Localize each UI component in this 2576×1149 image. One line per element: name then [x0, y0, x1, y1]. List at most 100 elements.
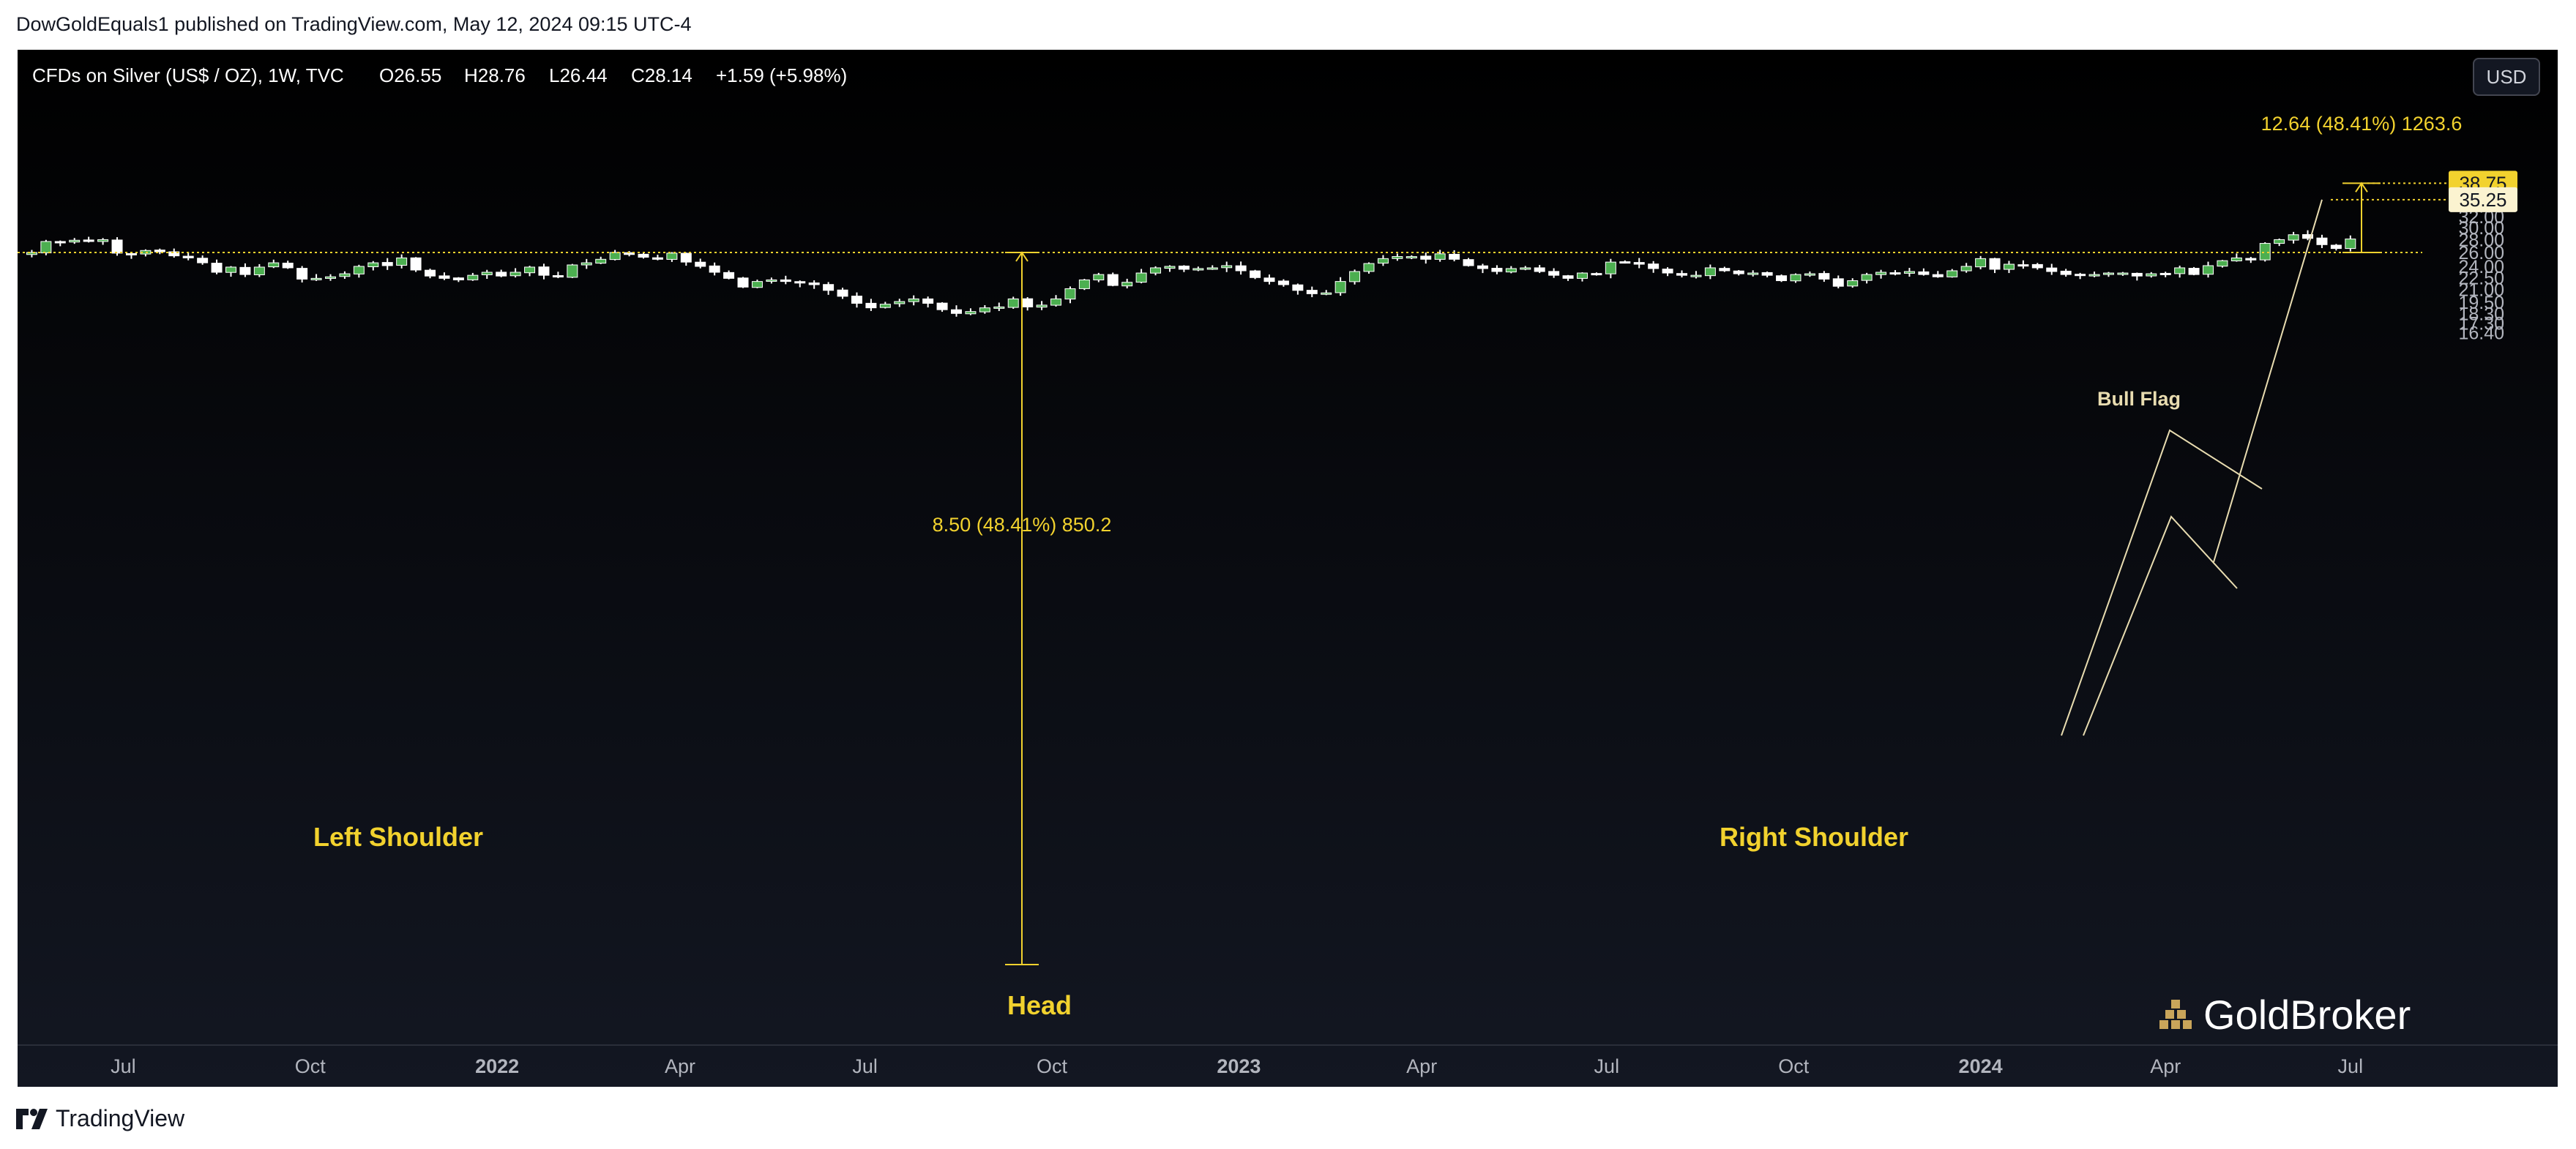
candle [2146, 272, 2157, 278]
candle [1135, 269, 1147, 284]
candle [638, 252, 649, 259]
candle [1064, 286, 1076, 304]
candle [851, 292, 862, 308]
candle [211, 259, 223, 274]
candle [936, 302, 948, 312]
candle [709, 262, 720, 276]
y-tick-label: 24.00 [2458, 257, 2504, 277]
candle [83, 236, 94, 243]
candle [1235, 261, 1247, 275]
tradingview-footer[interactable]: TradingView [16, 1105, 184, 1132]
candle [865, 299, 877, 311]
candle [1790, 273, 1802, 283]
candle [2003, 261, 2015, 274]
candle [652, 255, 663, 261]
candle [1178, 265, 1190, 272]
candle [1263, 274, 1275, 285]
left-shoulder-label: Left Shoulder [313, 822, 483, 852]
candle [794, 280, 806, 288]
x-tick-label: Oct [295, 1055, 326, 1077]
candle [168, 248, 180, 258]
candle [951, 305, 962, 317]
candle [1520, 266, 1531, 271]
candle [2245, 256, 2257, 263]
price-chart[interactable]: 38.0036.0034.0032.0030.0028.0026.0024.00… [18, 50, 2558, 1087]
candle [452, 277, 464, 282]
drawings-layer [18, 181, 2490, 965]
time-axis: Jul Oct 2022 Apr Jul Oct 2023 Apr Jul Oct 2024 Apr J… [18, 1044, 2558, 1077]
candle [1363, 262, 1375, 274]
legend-close: C28.14 [631, 64, 692, 86]
candle [1946, 269, 1958, 278]
candle [1932, 271, 1944, 278]
candle [2217, 260, 2228, 268]
candle [837, 288, 848, 299]
currency-button[interactable]: USD [2473, 58, 2540, 96]
candle [253, 263, 265, 277]
legend-low: L26.44 [549, 64, 608, 86]
candle [1548, 268, 1560, 278]
candle [2259, 242, 2271, 262]
y-tick-label: 18.30 [2458, 304, 2504, 324]
flag-lower-channel [2083, 515, 2238, 736]
candle [2046, 263, 2058, 275]
candle [695, 258, 706, 269]
candle [268, 259, 280, 269]
candle [2159, 272, 2171, 277]
candle [751, 280, 763, 288]
legend-change: +1.59 (+5.98%) [716, 64, 847, 86]
legend-high: H28.76 [464, 64, 526, 86]
candle [580, 258, 592, 269]
candle [2188, 266, 2200, 276]
candle [1989, 258, 2001, 274]
candle [1036, 301, 1048, 310]
candle [1107, 272, 1119, 287]
candle [1648, 261, 1660, 273]
y-tick-label: 26.00 [2458, 243, 2504, 263]
candle [538, 263, 550, 280]
candle [225, 266, 236, 277]
candle [353, 264, 365, 278]
candle [2088, 272, 2100, 277]
candle [1277, 279, 1289, 287]
x-tick-label: Apr [665, 1055, 695, 1077]
target-1-price-tag: 35.25 [2449, 187, 2517, 212]
candle [2288, 231, 2299, 244]
flagpole-channel [2061, 429, 2263, 736]
candle [1164, 265, 1176, 272]
candle [239, 263, 251, 277]
tradingview-logo-icon [16, 1108, 48, 1129]
svg-text:35.25: 35.25 [2459, 189, 2506, 211]
candle [1007, 296, 1019, 309]
candle [808, 280, 820, 289]
candle [325, 274, 336, 281]
candle [595, 256, 607, 264]
candle [339, 271, 351, 280]
candle [965, 308, 977, 315]
candle [1093, 272, 1105, 282]
candle [2075, 272, 2086, 280]
candle [567, 263, 578, 278]
candle [1747, 270, 1759, 277]
x-tick-label: Oct [1037, 1055, 1068, 1077]
candle [467, 272, 479, 281]
candle [396, 254, 408, 269]
candle [1619, 260, 1631, 264]
y-tick-label: 28.00 [2458, 230, 2504, 250]
goldbroker-wordmark: GoldBroker [2203, 992, 2411, 1038]
candle [993, 302, 1005, 311]
goldbroker-bars-icon [2159, 1000, 2192, 1029]
legend-symbol: CFDs on Silver (US$ / OZ), 1W, TVC [32, 64, 344, 86]
y-tick-label: 22.50 [2458, 268, 2504, 288]
candle [310, 274, 322, 281]
tradingview-wordmark: TradingView [56, 1105, 185, 1131]
candle [823, 282, 835, 295]
candle [1776, 274, 1788, 282]
candle [1476, 263, 1488, 274]
candle [1491, 265, 1503, 274]
publisher-line: DowGoldEquals1 published on TradingView.… [16, 13, 692, 35]
candle [723, 270, 735, 280]
candle [282, 261, 294, 269]
candle [425, 269, 436, 279]
candle [1719, 266, 1731, 272]
